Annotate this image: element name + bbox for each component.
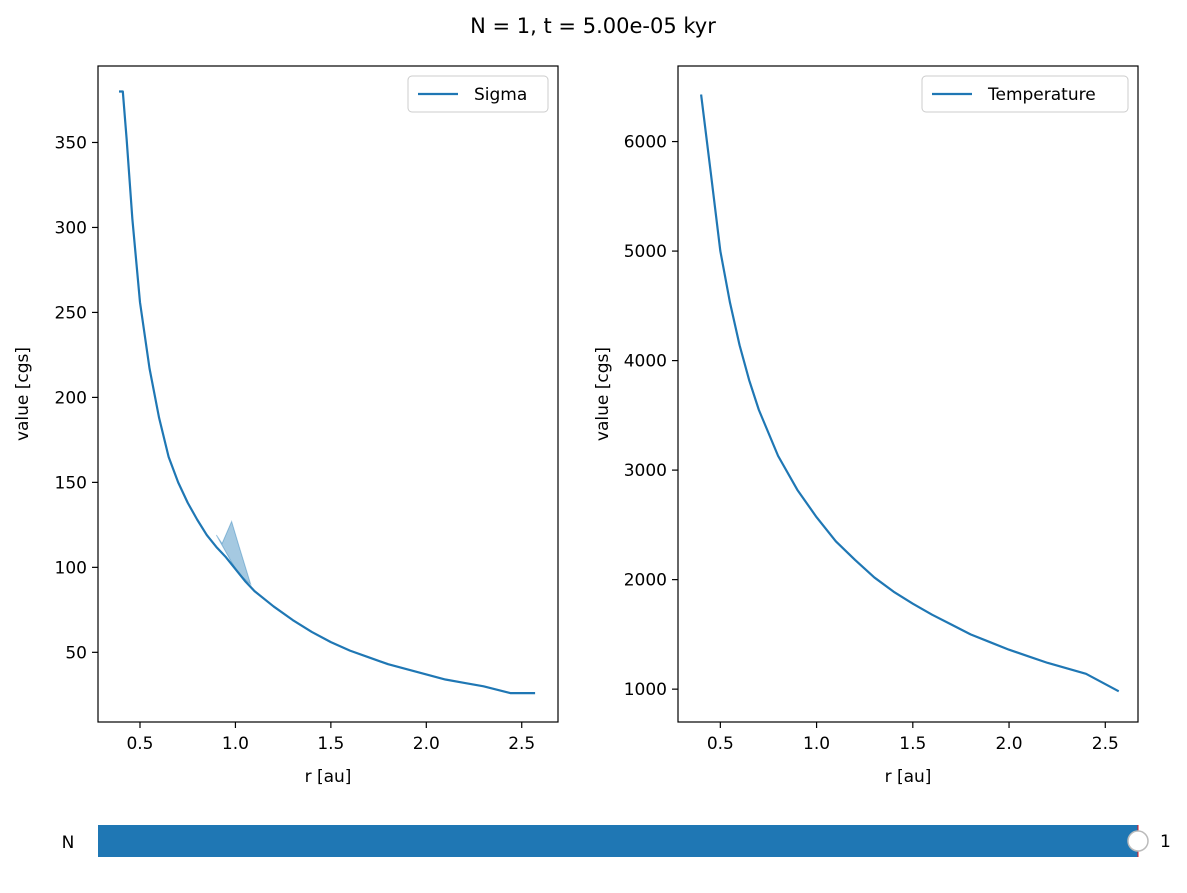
y-axis-label: value [cgs] [593,347,613,441]
n-slider[interactable]: N 1 [62,825,1171,857]
x-tick-label: 1.0 [803,734,830,754]
series-line-temperature [700,94,1120,693]
y-tick-label: 300 [55,218,87,238]
y-tick-label: 350 [55,133,87,153]
slider-fill [98,825,1138,857]
x-tick-label: 2.5 [508,734,535,754]
slider-label: N [62,833,75,853]
axes-frame [677,65,1139,723]
x-tick-label: 1.0 [222,734,249,754]
y-tick-label: 5000 [624,242,667,262]
figure-title: N = 1, t = 5.00e-05 kyr [470,14,716,38]
sigma-panel: 0.5 1.0 1.5 2.0 2.5 50 100 150 200 250 300 350 r [au… [13,65,559,787]
y-tick-label: 6000 [624,133,667,153]
y-tick-label: 1000 [624,680,667,700]
y-tick-label: 2000 [624,571,667,591]
x-tick-label: 0.5 [126,734,153,754]
x-tick-label: 2.5 [1092,734,1119,754]
legend-box [407,75,549,113]
series-line-sigma [118,90,536,695]
y-tick-label: 3000 [624,461,667,481]
legend-box [921,75,1129,113]
y-axis-label: value [cgs] [13,347,33,441]
x-axis-label: r [au] [305,767,352,787]
y-tick-label: 250 [55,303,87,323]
temperature-panel: 0.5 1.0 1.5 2.0 2.5 1000 2000 3000 4000 5000 6000 r… [593,65,1139,787]
y-tick-label: 50 [65,643,87,663]
x-tick-label: 2.0 [413,734,440,754]
x-tick-label: 1.5 [317,734,344,754]
slider-handle[interactable] [1127,830,1149,852]
y-tick-label: 150 [55,473,87,493]
legend-entry: Temperature [987,85,1096,105]
legend-entry: Sigma [474,85,527,105]
axes-frame [97,65,559,723]
x-tick-label: 1.5 [899,734,926,754]
y-tick-label: 100 [55,558,87,578]
uncertainty-band [215,520,252,586]
x-tick-label: 2.0 [996,734,1023,754]
slider-value: 1 [1160,832,1171,852]
x-tick-label: 0.5 [707,734,734,754]
x-axis-label: r [au] [885,767,932,787]
y-tick-label: 4000 [624,352,667,372]
y-tick-label: 200 [55,388,87,408]
